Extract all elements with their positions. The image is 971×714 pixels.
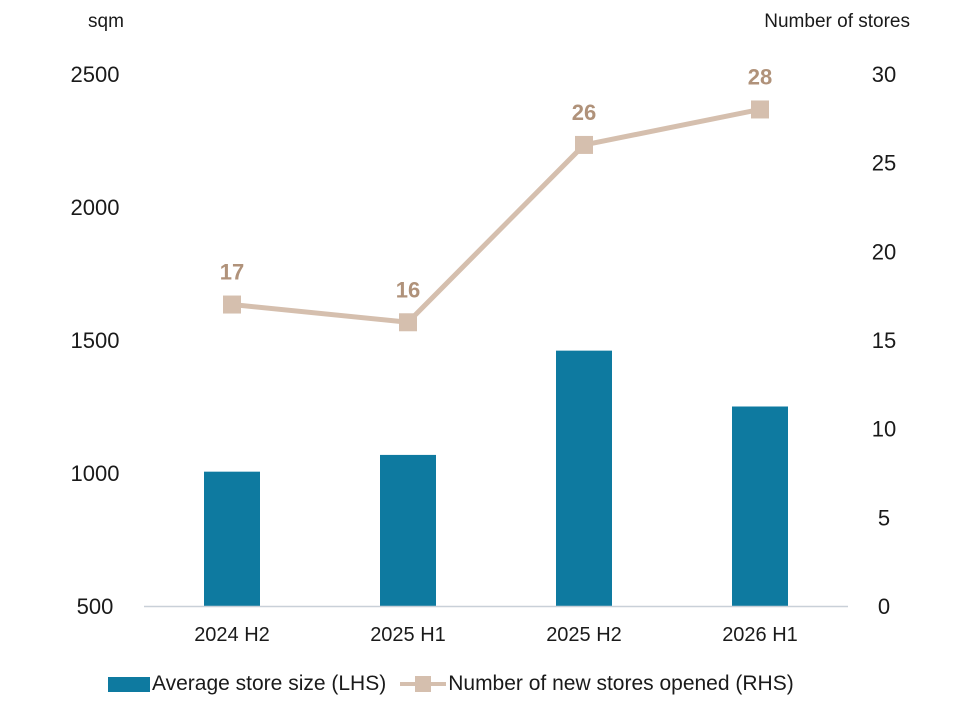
left-tick-label: 1000	[71, 461, 120, 486]
right-tick-label: 5	[878, 505, 890, 530]
legend-bar-label: Average store size (LHS)	[152, 672, 387, 695]
right-tick-label: 15	[872, 328, 896, 353]
series-line	[231, 107, 761, 325]
legend-line-label: Number of new stores opened (RHS)	[448, 672, 794, 695]
right-tick-label: 20	[872, 239, 896, 264]
left-tick-label: 2000	[71, 195, 120, 220]
data-label: 28	[748, 64, 772, 89]
left-axis-title: sqm	[88, 11, 124, 32]
legend-item-line: Number of new stores opened (RHS)	[400, 672, 794, 696]
data-label: 26	[572, 100, 596, 125]
right-tick-label: 10	[872, 417, 896, 442]
right-axis-title: Number of stores	[764, 11, 910, 32]
right-axis-ticks: 0 5 10 15 20 25 30	[872, 62, 896, 619]
bar	[556, 350, 612, 606]
line-marker	[751, 100, 769, 119]
left-tick-label: 500	[77, 594, 114, 619]
data-label: 16	[396, 277, 420, 302]
left-axis-ticks: 500 1000 1500 2000 2500	[71, 62, 120, 619]
data-label: 17	[220, 260, 244, 285]
x-tick-label: 2025 H1	[370, 624, 446, 646]
x-tick-label: 2026 H1	[722, 624, 798, 646]
legend-line-swatch	[400, 675, 447, 693]
bar	[380, 454, 436, 606]
bar-series	[204, 350, 788, 606]
legend-bar-swatch	[108, 676, 150, 692]
line-marker	[399, 313, 417, 332]
line-marker	[575, 135, 593, 154]
x-tick-label: 2024 H2	[194, 624, 270, 646]
bar	[204, 471, 260, 606]
legend-item-bar: Average store size (LHS)	[108, 672, 386, 696]
line-series: 17 16 26 28	[220, 64, 772, 332]
left-tick-label: 1500	[71, 328, 120, 353]
x-tick-label: 2025 H2	[546, 624, 622, 646]
left-tick-label: 2500	[71, 62, 120, 87]
right-tick-label: 0	[878, 594, 890, 619]
right-tick-label: 30	[872, 62, 896, 87]
x-axis-ticks: 2024 H2 2025 H1 2025 H2 2026 H1	[194, 624, 798, 646]
bar	[732, 406, 788, 606]
right-tick-label: 25	[872, 151, 896, 176]
line-marker	[223, 295, 241, 314]
legend: Average store size (LHS) Number of new s…	[108, 672, 808, 696]
